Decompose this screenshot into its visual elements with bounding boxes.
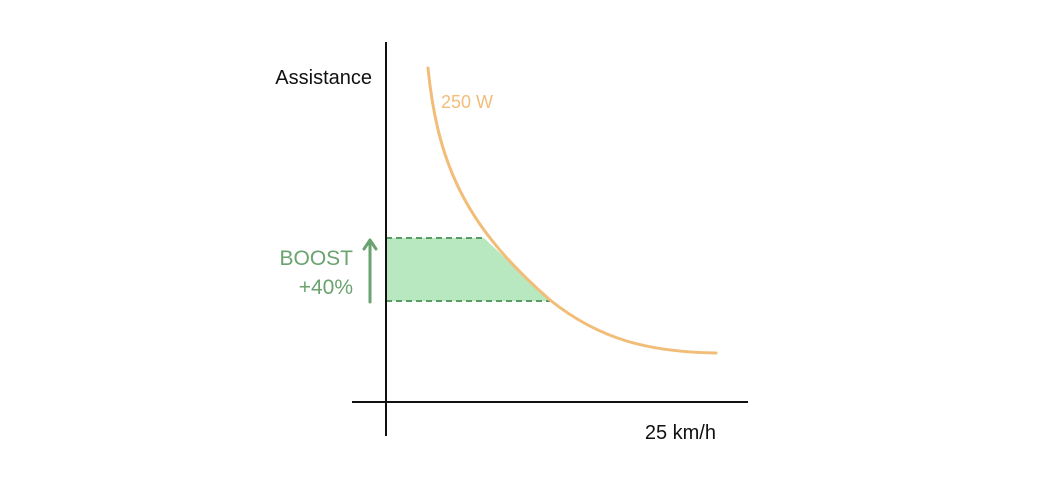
up-arrow-icon xyxy=(362,238,378,304)
power-curve xyxy=(426,66,718,355)
boost-title: BOOST xyxy=(279,247,353,270)
x-axis-label: 25 km/h xyxy=(645,422,716,444)
boost-percentage: +40% xyxy=(299,276,353,299)
y-axis-label: Assistance xyxy=(275,67,372,89)
boost-band-fill xyxy=(386,238,550,301)
curve-label: 250 W xyxy=(441,92,493,112)
